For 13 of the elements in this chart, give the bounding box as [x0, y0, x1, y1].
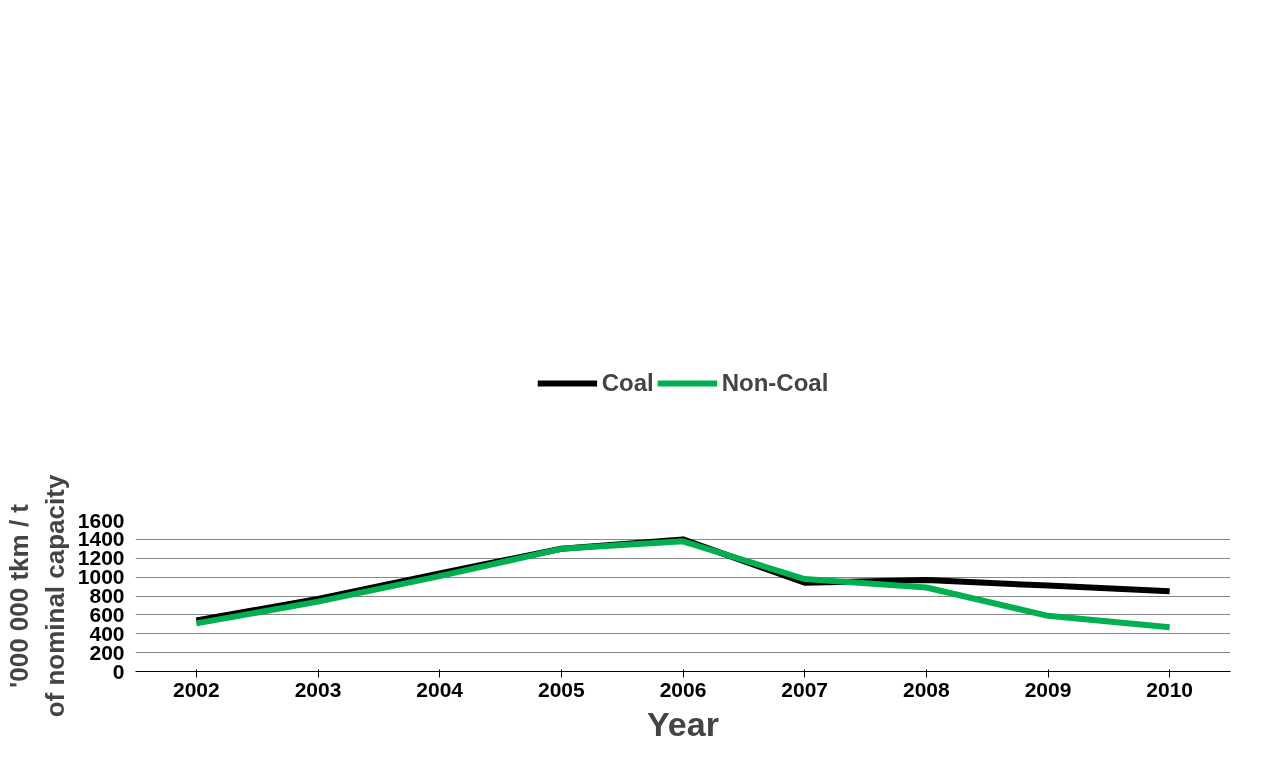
legend-label: Coal [601, 369, 654, 397]
x-tick-label: 2004 [416, 677, 464, 701]
x-tick-label: 2006 [659, 677, 707, 701]
x-tick-label: 2009 [1024, 677, 1072, 701]
x-tick-label: 2010 [1146, 677, 1194, 701]
x-tick-label: 2008 [902, 677, 951, 701]
x-tick-label: 2005 [537, 677, 586, 701]
y-axis-title: '000 000 tkm / t of nominal capacity [3, 474, 70, 718]
x-tick-label: 2003 [294, 677, 342, 701]
x-axis-title: Year [647, 704, 719, 743]
x-tick-label: 2002 [172, 677, 220, 701]
legend-label: Non-Coal [721, 369, 829, 397]
x-tick-label: 2007 [781, 677, 829, 701]
